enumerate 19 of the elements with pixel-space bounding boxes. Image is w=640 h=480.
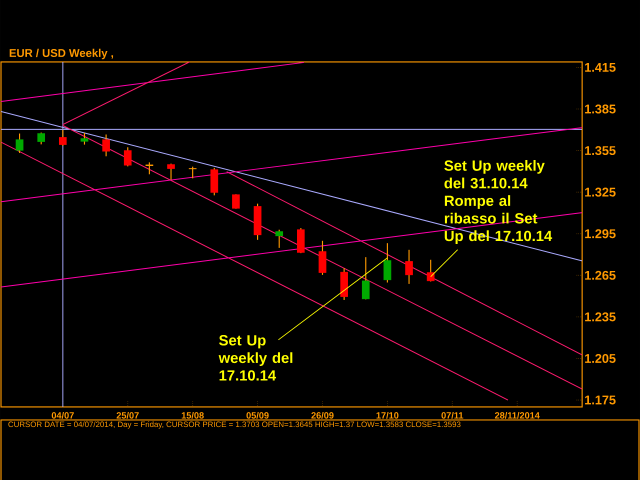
y-tick-label: 1.385 [585,104,616,114]
annotation: Set Up weekly del 17.10.14 [218,335,292,381]
y-tick-label: 1.265 [585,270,616,280]
x-tick-label: 28/11/2014 [494,412,540,419]
x-tick-label: 07/11 [441,412,464,419]
x-tick-label: 17/10 [376,412,398,419]
x-tick-label: 04/07 [52,412,74,419]
y-tick-label: 1.175 [585,396,616,404]
x-tick-label: 26/09 [311,412,334,419]
y-tick-label: 1.235 [585,312,616,322]
y-tick-label: 1.205 [585,354,616,363]
y-tick-label: 1.355 [585,146,616,156]
x-tick-label: 05/09 [246,412,269,419]
x-tick-label: 15/08 [182,412,204,419]
y-tick-label: 1.325 [585,188,616,197]
chart-title: EUR / USD Weekly , [10,48,114,60]
x-tick-label: 25/07 [116,412,139,419]
y-tick-label: 1.415 [585,63,616,72]
y-tick-label: 1.295 [585,229,616,238]
